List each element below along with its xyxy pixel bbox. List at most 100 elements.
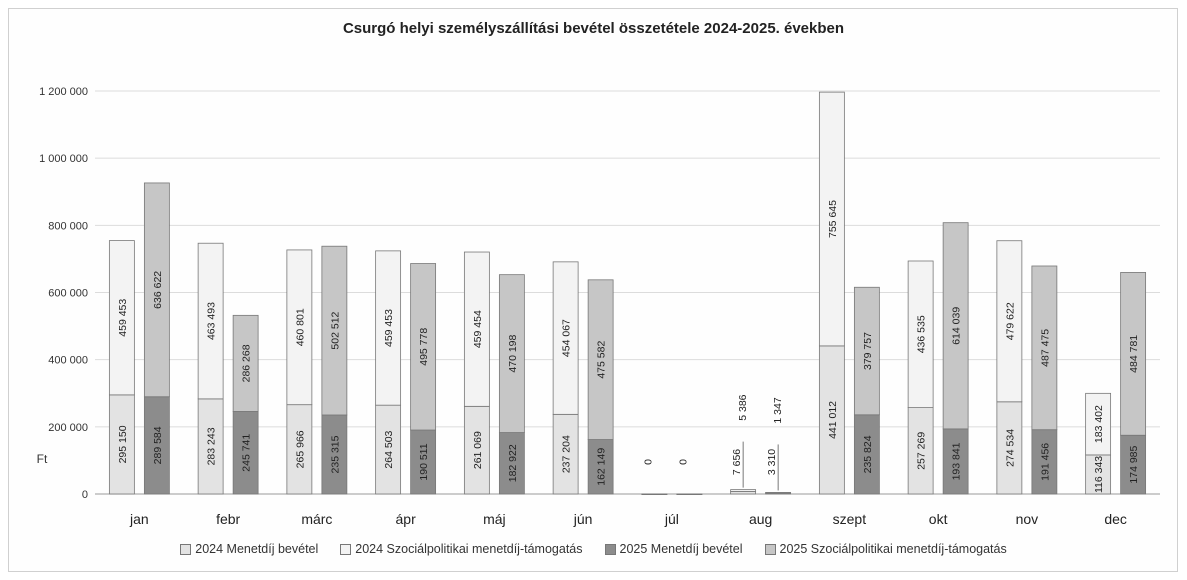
legend-item: 2025 Menetdíj bevétel: [604, 542, 743, 556]
bar-segment: [552, 261, 579, 415]
bar-segment: [1085, 392, 1112, 456]
data-label: 289 584: [152, 426, 164, 464]
bar-segment: [108, 394, 135, 495]
x-tick-label: márc: [301, 511, 332, 527]
bar-segment: [996, 401, 1023, 495]
x-tick-label: ápr: [396, 511, 417, 527]
bar-segment: [641, 493, 668, 496]
data-label: 183 402: [1093, 405, 1105, 443]
data-label: 470 198: [507, 334, 519, 372]
bar-segment: [818, 345, 845, 495]
bar-segment: [1085, 454, 1112, 495]
bar-segment: [498, 274, 525, 433]
x-tick-label: nov: [1016, 511, 1039, 527]
data-label: 487 475: [1039, 329, 1051, 367]
data-label: 475 582: [596, 341, 608, 379]
bar-segment: [907, 260, 934, 409]
data-label: 454 067: [561, 319, 573, 357]
legend-label: 2024 Szociálpolitikai menetdíj-támogatás: [355, 542, 583, 556]
data-label: 245 741: [241, 434, 253, 472]
bar-segment: [143, 396, 170, 495]
bar-segment: [730, 489, 757, 492]
data-label: 116 343: [1093, 456, 1105, 493]
data-label: 3 310: [766, 449, 778, 475]
data-label: 193 841: [951, 442, 963, 480]
x-tick-label: jún: [573, 511, 593, 527]
legend-swatch: [604, 543, 616, 555]
data-label: 479 622: [1004, 302, 1016, 340]
data-label: 7 656: [731, 449, 743, 475]
x-tick-label: aug: [749, 511, 772, 527]
x-tick-label: dec: [1104, 511, 1127, 527]
data-label: 257 269: [916, 432, 928, 470]
data-label: 484 781: [1128, 335, 1140, 373]
bar-segment: [942, 222, 969, 430]
data-label: 459 453: [117, 299, 129, 337]
data-label: 441 012: [827, 401, 839, 439]
bar-segment: [907, 407, 934, 495]
data-label: 261 069: [472, 431, 484, 469]
bar-segment: [552, 413, 579, 495]
bar-segment: [996, 240, 1023, 403]
data-label: 463 493: [206, 302, 218, 340]
x-tick-label: szept: [833, 511, 867, 527]
bar-segment: [321, 245, 348, 416]
bar-segment: [197, 398, 224, 495]
bar-segment: [1031, 265, 1058, 431]
data-label: 0: [677, 459, 689, 465]
bar-segment: [463, 405, 490, 495]
y-tick-label: 200 000: [48, 422, 88, 434]
bar-segment: [942, 428, 969, 495]
data-label: 379 757: [862, 332, 874, 370]
data-label: 5 386: [737, 394, 749, 420]
y-tick-label: 0: [82, 489, 88, 501]
legend-swatch: [180, 543, 192, 555]
legend-item: 2024 Szociálpolitikai menetdíj-támogatás: [340, 542, 583, 556]
data-label: 174 985: [1128, 445, 1140, 483]
data-label: 495 778: [418, 328, 430, 366]
bar-segment: [853, 286, 880, 416]
legend-swatch: [764, 543, 776, 555]
bar-segment: [197, 242, 224, 400]
data-label: 283 243: [206, 427, 218, 465]
legend-swatch: [340, 543, 352, 555]
data-label: 235 824: [862, 435, 874, 473]
bar-segment: [765, 492, 792, 494]
x-tick-label: febr: [216, 511, 240, 527]
bar-segment: [232, 314, 259, 412]
data-label: 274 534: [1004, 429, 1016, 467]
bar-segment: [375, 250, 402, 406]
bar-segment: [463, 251, 490, 407]
data-label: 502 512: [329, 311, 341, 349]
y-tick-label: 400 000: [48, 355, 88, 367]
data-label: 286 268: [241, 344, 253, 382]
bar-segment: [818, 91, 845, 347]
bar-segment: [676, 493, 703, 496]
data-label: 636 622: [152, 271, 164, 309]
data-label: 191 456: [1039, 443, 1051, 481]
data-label: 1 347: [772, 397, 784, 423]
bar-segment: [375, 404, 402, 495]
legend-item: 2024 Menetdíj bevétel: [180, 542, 318, 556]
legend-label: 2025 Szociálpolitikai menetdíj-támogatás: [779, 542, 1007, 556]
bar-segment: [108, 240, 135, 396]
x-tick-label: máj: [483, 511, 506, 527]
legend-item: 2025 Szociálpolitikai menetdíj-támogatás: [764, 542, 1007, 556]
x-tick-label: júl: [664, 511, 679, 527]
data-label: 190 511: [418, 443, 430, 480]
y-tick-label: 1 200 000: [39, 86, 88, 98]
bar-segment: [587, 279, 614, 440]
data-label: 460 801: [294, 308, 306, 346]
x-tick-label: okt: [929, 511, 948, 527]
data-label: 755 645: [827, 200, 839, 238]
chart-title: Csurgó helyi személyszállítási bevétel ö…: [342, 20, 845, 37]
data-label: 235 315: [329, 435, 341, 473]
data-label: 436 535: [916, 315, 928, 353]
y-tick-label: 1 000 000: [39, 153, 88, 165]
data-label: 295 150: [117, 425, 129, 463]
chart-legend: 2024 Menetdíj bevétel 2024 Szociálpoliti…: [0, 542, 1187, 556]
data-label: 264 503: [383, 430, 395, 468]
bar-segment: [410, 429, 437, 495]
bar-segment: [587, 439, 614, 495]
bar-segment: [286, 404, 313, 495]
